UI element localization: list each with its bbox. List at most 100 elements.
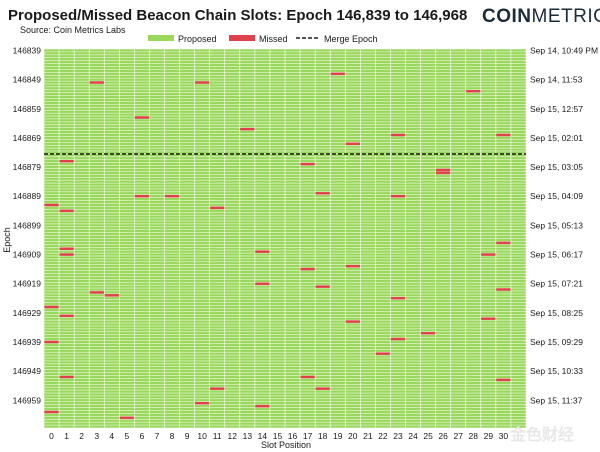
missed-slot-cell [345, 320, 360, 323]
x-tick-label: 26 [438, 431, 448, 441]
right-tick-label: Sep 14, 10:49 PM [530, 45, 598, 55]
y-axis-label: Epoch [2, 227, 12, 253]
x-tick-label: 19 [333, 431, 343, 441]
missed-slot-cell [496, 288, 511, 291]
x-axis-label: Slot Position [261, 440, 311, 450]
coin-metrics-logo: COINMETRICS [482, 6, 600, 27]
missed-slot-cell [496, 133, 511, 137]
x-tick-label: 20 [348, 431, 358, 441]
missed-slot-cell [104, 294, 119, 297]
legend-proposed-swatch [148, 35, 174, 41]
y-tick-label: 146839 [13, 45, 42, 55]
y-tick-label: 146919 [13, 279, 42, 289]
missed-slot-cell [89, 291, 104, 294]
y-tick-label: 146849 [13, 75, 42, 85]
x-tick-label: 8 [170, 431, 175, 441]
x-tick-label: 11 [213, 431, 222, 441]
x-tick-label: 12 [228, 431, 238, 441]
chart-title: Proposed/Missed Beacon Chain Slots: Epoc… [8, 7, 467, 24]
right-tick-label: Sep 15, 05:13 [530, 220, 583, 230]
missed-slot-cell [466, 90, 481, 93]
x-tick-label: 7 [155, 431, 160, 441]
missed-slot-cell [44, 203, 59, 207]
missed-slot-cell [210, 387, 225, 390]
watermark-text: 金色财经 [509, 425, 574, 444]
missed-slot-cell [330, 72, 345, 76]
missed-slot-cell [315, 192, 330, 195]
y-tick-label: 146939 [13, 337, 42, 347]
legend-merge-label: Merge Epoch [324, 34, 378, 44]
right-tick-label: Sep 15, 11:37 [530, 395, 583, 405]
x-tick-label: 18 [318, 431, 328, 441]
x-tick-label: 25 [423, 431, 433, 441]
y-tick-label: 146869 [13, 133, 42, 143]
missed-slot-cell [240, 127, 255, 131]
grid-lines [43, 48, 527, 429]
missed-slot-cell [300, 375, 315, 379]
y-tick-label: 146949 [13, 366, 42, 376]
x-tick-label: 22 [378, 431, 388, 441]
right-tick-label: Sep 15, 02:01 [530, 133, 583, 143]
y-axis-ticks: 146839 146849 146859 146869 146879 146889 1468… [13, 45, 42, 405]
missed-slot-cell [255, 282, 270, 285]
legend-missed-swatch [229, 35, 255, 41]
missed-slot-cell [420, 331, 436, 335]
missed-slot-cell [164, 194, 180, 198]
x-tick-label: 10 [197, 431, 207, 441]
x-tick-label: 17 [303, 431, 313, 441]
missed-slot-cell [300, 162, 315, 166]
x-tick-label: 28 [469, 431, 479, 441]
x-axis-ticks: 0 1 2 3 4 5 6 7 8 9 10 11 12 13 14 15 16 17 18 19 20 21 22 23 24… [49, 431, 508, 441]
x-tick-label: 3 [94, 431, 99, 441]
missed-slot-cell [59, 314, 74, 318]
x-tick-label: 29 [484, 431, 494, 441]
x-tick-label: 6 [140, 431, 145, 441]
missed-slot-cell [44, 410, 59, 414]
missed-slot-cell [390, 194, 406, 198]
missed-slot-cell [44, 340, 59, 344]
missed-slot-cell [496, 241, 511, 245]
missed-slot-cell [375, 352, 391, 355]
missed-slot-cell [89, 81, 104, 84]
svg-text:COINMETRICS: COINMETRICS [482, 6, 600, 27]
missed-slot-cell [134, 116, 150, 119]
x-tick-label: 24 [408, 431, 418, 441]
right-tick-label: Sep 15, 08:25 [530, 308, 583, 318]
right-tick-label: Sep 15, 10:33 [530, 366, 583, 376]
x-tick-label: 16 [288, 431, 298, 441]
missed-slot-cell [496, 378, 511, 382]
y-tick-label: 146879 [13, 162, 42, 172]
x-tick-label: 23 [393, 431, 403, 441]
y-tick-label: 146959 [13, 395, 42, 405]
x-tick-label: 13 [243, 431, 253, 441]
missed-slot-cell [134, 194, 150, 198]
right-tick-label: Sep 14, 11:53 [530, 75, 583, 85]
missed-slot-cell [59, 375, 74, 379]
missed-slot-cell [390, 133, 406, 137]
missed-slot-cell [59, 247, 74, 250]
right-tick-label: Sep 15, 09:29 [530, 337, 583, 347]
right-tick-label: Sep 15, 12:57 [530, 104, 583, 114]
right-tick-label: Sep 15, 06:17 [530, 250, 583, 260]
chart-subtitle: Source: Coin Metrics Labs [20, 25, 126, 35]
missed-slot-cell [59, 159, 74, 163]
x-tick-label: 4 [109, 431, 114, 441]
missed-slot-cell [195, 401, 210, 405]
y-tick-label: 146929 [13, 308, 42, 318]
x-tick-label: 30 [499, 431, 509, 441]
x-tick-label: 0 [49, 431, 54, 441]
right-axis-ticks: Sep 14, 10:49 PM Sep 14, 11:53 Sep 15, 12:… [530, 45, 598, 405]
missed-slot-cell [436, 168, 451, 172]
missed-slot-cell [300, 267, 315, 271]
missed-slot-cell [59, 253, 74, 256]
missed-slot-cell [315, 387, 330, 390]
x-tick-label: 2 [79, 431, 84, 441]
missed-slot-cell [315, 285, 330, 288]
logo-coin-text: COIN [482, 6, 532, 27]
missed-slot-cell [119, 416, 134, 420]
missed-slot-cell [255, 250, 270, 253]
x-tick-label: 15 [273, 431, 283, 441]
y-tick-label: 146909 [13, 250, 42, 260]
missed-slot-cell [44, 305, 59, 309]
